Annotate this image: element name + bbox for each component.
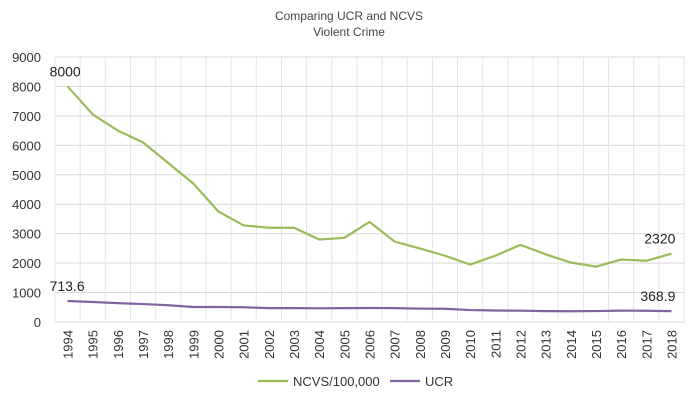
x-tick-label: 2015 (589, 330, 604, 359)
y-tick-label: 5000 (12, 168, 41, 183)
y-tick-label: 3000 (12, 227, 41, 242)
x-tick-label: 1997 (136, 330, 151, 359)
data-label: 2320 (644, 231, 675, 247)
x-tick-label: 2002 (262, 330, 277, 359)
x-tick-label: 1994 (61, 330, 76, 359)
series-line-ncvs-100-000 (68, 86, 672, 266)
y-tick-label: 0 (34, 315, 41, 330)
x-tick-label: 2017 (639, 330, 654, 359)
x-tick-label: 2004 (312, 330, 327, 359)
series-line-ucr (68, 301, 672, 311)
x-tick-label: 1996 (111, 330, 126, 359)
x-tick-label: 2012 (513, 330, 528, 359)
x-tick-label: 1995 (86, 330, 101, 359)
y-tick-label: 7000 (12, 109, 41, 124)
chart-title: Comparing UCR and NCVS (275, 9, 423, 23)
x-tick-label: 1998 (161, 330, 176, 359)
x-tick-label: 2011 (488, 330, 503, 358)
x-tick-label: 2016 (614, 330, 629, 359)
data-label: 713.6 (50, 278, 85, 294)
y-tick-label: 9000 (12, 50, 41, 65)
data-label: 368.9 (640, 288, 675, 304)
x-tick-label: 2010 (463, 330, 478, 359)
legend-label: UCR (425, 374, 453, 389)
data-label: 8000 (50, 63, 81, 79)
x-tick-label: 2006 (363, 330, 378, 359)
x-tick-label: 2001 (237, 330, 252, 359)
x-tick-label: 2005 (337, 330, 352, 359)
y-tick-label: 6000 (12, 138, 41, 153)
y-tick-label: 2000 (12, 256, 41, 271)
x-tick-label: 2018 (664, 330, 679, 359)
x-tick-label: 2008 (413, 330, 428, 359)
y-tick-label: 4000 (12, 197, 41, 212)
y-tick-label: 1000 (12, 286, 41, 301)
chart-subtitle: Violent Crime (313, 25, 385, 39)
x-tick-label: 2000 (212, 330, 227, 359)
y-tick-label: 8000 (12, 79, 41, 94)
x-tick-label: 2003 (287, 330, 302, 359)
x-tick-label: 2014 (564, 330, 579, 359)
legend-label: NCVS/100,000 (293, 374, 380, 389)
x-tick-label: 2009 (438, 330, 453, 359)
x-tick-label: 1999 (186, 330, 201, 359)
x-tick-label: 2007 (388, 330, 403, 359)
x-tick-label: 2013 (539, 330, 554, 359)
